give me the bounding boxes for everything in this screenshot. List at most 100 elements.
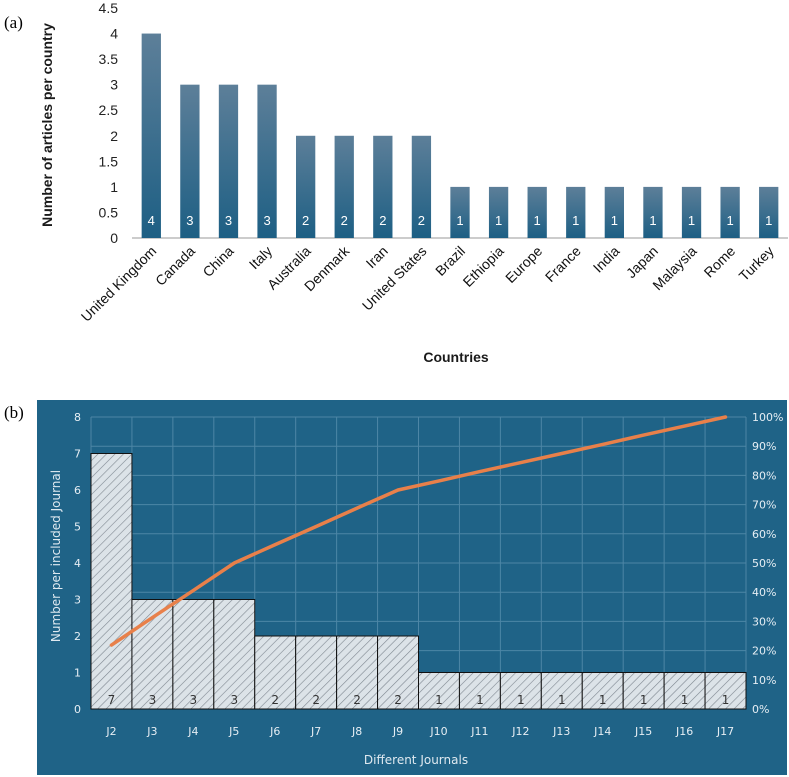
bar bbox=[704, 672, 747, 710]
bar bbox=[257, 84, 277, 239]
category-label: J5 bbox=[228, 725, 239, 738]
y-tick-label: 1 bbox=[110, 179, 118, 195]
y2-tick-label: 10% bbox=[752, 674, 776, 687]
y-tick-label: 3 bbox=[74, 594, 81, 607]
category-label: India bbox=[590, 243, 623, 276]
category-label: France bbox=[542, 243, 584, 285]
bar-value-label: 1 bbox=[558, 693, 566, 707]
bar-value-label: 3 bbox=[230, 693, 238, 707]
panel-b: (b) 7 3 3 3 2 2 2 2 1 1 1 1 1 1 1 1 0 1 2 3 4 5 6 7 8 0% 10% 20% 3… bbox=[4, 400, 787, 775]
bar-value-label: 1 bbox=[611, 213, 618, 228]
bar-value-label: 2 bbox=[271, 693, 279, 707]
y-tick-label: 6 bbox=[74, 484, 81, 497]
y2-tick-label: 60% bbox=[752, 528, 776, 541]
y2-tick-label: 30% bbox=[752, 615, 776, 628]
category-label: Italy bbox=[246, 243, 275, 272]
panel-a: (a) Number of articles per country Count… bbox=[4, 0, 788, 365]
y-tick-label: 0 bbox=[74, 703, 81, 716]
bar-value-label: 2 bbox=[353, 693, 361, 707]
bar-value-label: 2 bbox=[379, 213, 386, 228]
bar bbox=[604, 186, 624, 238]
bar bbox=[527, 186, 547, 238]
category-label: Europe bbox=[502, 243, 545, 286]
bar bbox=[488, 186, 509, 238]
category-label: J12 bbox=[511, 725, 529, 738]
y2-tick-label: 70% bbox=[752, 499, 776, 512]
y-tick-label: 3.5 bbox=[99, 51, 119, 67]
category-label: Brazil bbox=[432, 243, 468, 279]
category-label: J6 bbox=[269, 725, 280, 738]
panel-a-bars bbox=[141, 33, 779, 239]
bar bbox=[141, 33, 161, 238]
bar-value-label: 1 bbox=[681, 693, 689, 707]
bar-value-label: 3 bbox=[190, 693, 198, 707]
category-label: J7 bbox=[310, 725, 321, 738]
bar bbox=[681, 186, 702, 238]
panel-a-data-labels: 4 3 3 3 2 2 2 2 1 1 1 1 1 1 1 1 1 bbox=[148, 213, 773, 228]
bar-value-label: 2 bbox=[341, 213, 348, 228]
bar bbox=[90, 453, 133, 710]
bar-value-label: 1 bbox=[435, 693, 443, 707]
bar-value-label: 1 bbox=[572, 213, 579, 228]
bar-value-label: 1 bbox=[765, 213, 772, 228]
bar-value-label: 3 bbox=[225, 213, 232, 228]
bar bbox=[213, 599, 256, 710]
category-label: Rome bbox=[701, 243, 739, 281]
bar bbox=[458, 672, 501, 710]
category-label: J9 bbox=[392, 725, 403, 738]
bar bbox=[759, 186, 779, 238]
bar-value-label: 3 bbox=[186, 213, 193, 228]
bar bbox=[296, 135, 316, 238]
y-tick-label: 5 bbox=[74, 521, 81, 534]
category-label: J8 bbox=[351, 725, 362, 738]
y-tick-label: 3 bbox=[110, 77, 118, 93]
category-label: J10 bbox=[429, 725, 447, 738]
bar bbox=[663, 672, 706, 710]
y2-tick-label: 20% bbox=[752, 645, 776, 658]
category-label: J16 bbox=[675, 725, 693, 738]
bar-value-label: 7 bbox=[108, 693, 116, 707]
bar bbox=[411, 135, 432, 238]
panel-a-ylabel: Number of articles per country bbox=[39, 23, 55, 227]
category-label: China bbox=[199, 243, 236, 280]
panel-a-label: (a) bbox=[4, 13, 23, 32]
y-tick-label: 1.5 bbox=[99, 153, 119, 169]
bar bbox=[566, 186, 586, 238]
category-label: J13 bbox=[552, 725, 570, 738]
bar-value-label: 1 bbox=[688, 213, 695, 228]
bar bbox=[720, 186, 740, 238]
y-tick-label: 2.5 bbox=[99, 102, 119, 118]
category-label: J11 bbox=[470, 725, 488, 738]
bar-value-label: 1 bbox=[649, 213, 656, 228]
bar-value-label: 2 bbox=[394, 693, 402, 707]
bar bbox=[499, 672, 542, 710]
panel-b-y-ticks: 0 1 2 3 4 5 6 7 8 bbox=[74, 411, 81, 716]
category-label: J15 bbox=[634, 725, 652, 738]
bar-value-label: 2 bbox=[312, 693, 320, 707]
bar-value-label: 1 bbox=[495, 213, 502, 228]
panel-a-xlabel: Countries bbox=[423, 349, 489, 365]
bar-value-label: 1 bbox=[456, 213, 463, 228]
y-tick-label: 2 bbox=[74, 630, 81, 643]
category-label: Iran bbox=[363, 243, 391, 271]
y-tick-label: 0.5 bbox=[99, 204, 119, 220]
category-label: J3 bbox=[146, 725, 157, 738]
y-tick-label: 0 bbox=[110, 230, 118, 246]
y-tick-label: 4 bbox=[110, 26, 118, 42]
bar-value-label: 1 bbox=[640, 693, 648, 707]
category-label: J17 bbox=[716, 725, 734, 738]
bar bbox=[254, 635, 297, 710]
panel-b-category-labels: J2 J3 J4 J5 J6 J7 J8 J9 J10 J11 J12 J13 J14 J15 J16 J17 bbox=[105, 725, 734, 738]
bar-value-label: 4 bbox=[148, 213, 155, 228]
category-label: Turkey bbox=[736, 243, 777, 284]
bar-value-label: 1 bbox=[476, 693, 484, 707]
panel-b-label: (b) bbox=[4, 403, 24, 422]
category-label: J14 bbox=[593, 725, 611, 738]
bar bbox=[180, 84, 200, 239]
y2-tick-label: 50% bbox=[752, 557, 776, 570]
y-tick-label: 1 bbox=[74, 667, 81, 680]
bar-value-label: 3 bbox=[263, 213, 270, 228]
category-label: Ethiopia bbox=[460, 243, 507, 290]
